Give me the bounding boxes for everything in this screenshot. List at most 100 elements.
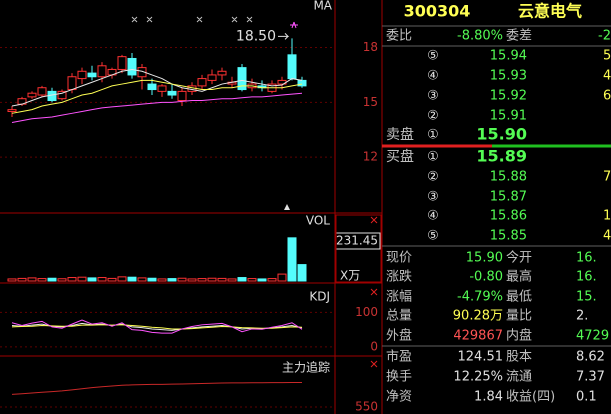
candle-body bbox=[87, 72, 97, 78]
volume-bar bbox=[197, 278, 207, 282]
price: 15.86 bbox=[490, 209, 527, 224]
vol-label: VOL bbox=[306, 214, 330, 228]
indicator-line bbox=[11, 382, 302, 395]
price: 15.93 bbox=[490, 69, 527, 84]
candle-body bbox=[197, 78, 207, 87]
vol-unit: X万 bbox=[340, 269, 360, 283]
indicator-line bbox=[11, 324, 303, 330]
volume-bar bbox=[247, 278, 257, 282]
y-tick-label: 231.45 bbox=[336, 234, 378, 248]
volume-bar bbox=[17, 277, 27, 282]
stat-label: 今开 bbox=[506, 250, 532, 266]
ma-label: MA bbox=[313, 0, 332, 13]
candle-body bbox=[137, 67, 147, 78]
stat-value: 7.37 bbox=[576, 370, 605, 385]
level: ⑤ bbox=[427, 229, 439, 244]
candle-body bbox=[217, 70, 227, 76]
close-buttons[interactable] bbox=[370, 216, 378, 368]
volume: 6 bbox=[603, 89, 611, 104]
volume-bar bbox=[117, 276, 127, 282]
candle-body bbox=[27, 92, 37, 98]
y-tick-label: 550 bbox=[355, 400, 378, 414]
volume-bar bbox=[167, 278, 177, 282]
main-force-label: 主力追踪 bbox=[282, 360, 330, 375]
candle-body bbox=[177, 90, 187, 102]
volume-bar bbox=[187, 278, 197, 282]
stat-label: 最高 bbox=[506, 269, 532, 285]
stat-label: 内盘 bbox=[506, 328, 532, 344]
volume-bar bbox=[287, 237, 297, 282]
indicator-line bbox=[11, 79, 303, 114]
volume-bar bbox=[77, 276, 87, 282]
level: ④ bbox=[427, 69, 439, 84]
stat-value: 8.62 bbox=[576, 350, 605, 365]
event-markers bbox=[131, 16, 253, 23]
stat-label: 外盘 bbox=[386, 328, 412, 344]
price: 15.88 bbox=[490, 170, 527, 185]
y-tick-label: 100 bbox=[355, 305, 378, 319]
commission-diff: -2 bbox=[598, 29, 611, 44]
volume-bar bbox=[157, 278, 167, 282]
volume: 4 bbox=[603, 229, 611, 244]
price: 15.89 bbox=[476, 147, 527, 166]
kdj-label: KDJ bbox=[309, 290, 330, 304]
volume-bar bbox=[267, 278, 277, 282]
stat-value: -4.79% bbox=[457, 290, 503, 305]
volume: 4 bbox=[603, 69, 611, 84]
stat-label: 市盈 bbox=[386, 349, 412, 365]
stat-value: 0.1 bbox=[576, 390, 597, 405]
star-marker bbox=[290, 21, 298, 29]
volume-bar bbox=[37, 278, 47, 282]
commission-diff-label: 委差 bbox=[506, 29, 532, 44]
volume: 1 bbox=[603, 209, 611, 224]
candle-body bbox=[117, 56, 127, 70]
volume-bar bbox=[87, 277, 97, 282]
stat-value: 15. bbox=[576, 290, 597, 305]
level: ① bbox=[427, 150, 439, 165]
max-price-label: 18.50 bbox=[236, 28, 276, 44]
commission-ratio-label: 委比 bbox=[386, 29, 412, 44]
stat-value: 15.90 bbox=[466, 251, 503, 266]
volume-bar bbox=[207, 277, 217, 282]
level: ② bbox=[427, 109, 439, 124]
stat-value: 1.84 bbox=[474, 390, 503, 405]
volume-axis-box bbox=[335, 214, 382, 283]
panel-borders bbox=[0, 0, 383, 414]
stat-label: 量比 bbox=[506, 309, 532, 324]
stock-name: 云意电气 bbox=[518, 2, 582, 21]
price: 15.90 bbox=[476, 125, 527, 144]
volume: 7 bbox=[603, 170, 611, 185]
candle-body bbox=[157, 85, 167, 92]
stat-value: 16. bbox=[576, 270, 597, 285]
stat-label: 净资 bbox=[386, 390, 412, 405]
volume-bar bbox=[127, 276, 137, 282]
level: ① bbox=[427, 128, 439, 143]
level: ③ bbox=[427, 89, 439, 104]
volume-bar bbox=[297, 264, 307, 282]
stat-value: 12.25% bbox=[453, 370, 503, 385]
candle-body bbox=[57, 90, 67, 100]
stat-value: -0.80 bbox=[469, 270, 503, 285]
stat-label: 最低 bbox=[506, 290, 532, 305]
stat-label: 涨跌 bbox=[386, 269, 412, 285]
y-tick-label: 12 bbox=[363, 150, 378, 164]
candle-body bbox=[7, 109, 17, 112]
level: ⑤ bbox=[427, 49, 439, 64]
volume-bar bbox=[47, 277, 57, 282]
candle-body bbox=[67, 76, 77, 91]
max-price-arrow bbox=[278, 33, 290, 40]
level: ③ bbox=[427, 190, 439, 205]
volume-bar bbox=[257, 278, 267, 282]
candle-body bbox=[167, 90, 177, 96]
candle-body bbox=[127, 57, 137, 76]
volume-bar bbox=[217, 277, 227, 282]
triangle-marker bbox=[284, 204, 290, 210]
volume-bar bbox=[7, 278, 17, 282]
y-tick-label: 18 bbox=[363, 40, 378, 54]
volume-bar bbox=[137, 277, 147, 282]
stat-label: 收益(四) bbox=[506, 390, 555, 405]
price: 15.92 bbox=[490, 89, 527, 104]
level: ④ bbox=[427, 209, 439, 224]
commission-ratio: -8.80% bbox=[457, 29, 503, 44]
